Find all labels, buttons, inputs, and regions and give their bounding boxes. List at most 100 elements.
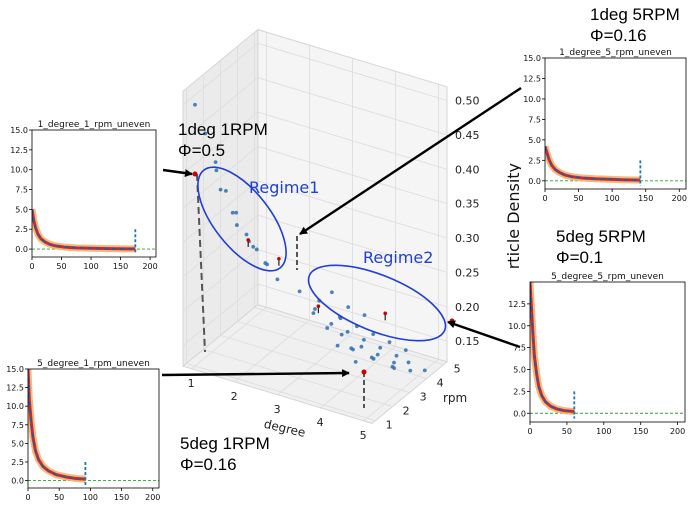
regime1-ellipse	[197, 166, 287, 272]
annotation-1deg-5rpm: 1deg 5RPM Φ=0.16	[590, 4, 680, 46]
scatter-point	[213, 160, 218, 165]
x-tick-label: 100	[83, 262, 98, 271]
grid-line	[320, 345, 396, 409]
x-tick-label: 0	[29, 262, 34, 271]
scatter-point	[218, 187, 223, 192]
y-tick-label: 0.0	[513, 409, 526, 418]
inset-title: 5_degree_1_rpm_uneven	[37, 359, 150, 369]
annotation-label: 5deg 5RPM	[556, 227, 646, 246]
annotation-phi: Φ=0.16	[180, 455, 237, 474]
inset-axes-frame	[27, 368, 160, 489]
scatter-point	[346, 305, 351, 310]
x-tick-label: 150	[113, 262, 128, 271]
grid-line	[182, 77, 448, 140]
highlight-point	[316, 304, 321, 309]
scatter-point	[235, 223, 239, 227]
x-tick-label: 150	[638, 194, 653, 203]
y-tick-label: 2.5	[528, 156, 541, 165]
scatter-point	[313, 307, 317, 311]
y-tick-label: 4	[437, 377, 444, 390]
scatter-point	[394, 353, 399, 358]
z-tick-label: 0.20	[455, 301, 480, 314]
x-tick-label: 50	[573, 194, 583, 203]
scatter-point	[311, 311, 316, 316]
y-tick-label: 10.0	[523, 95, 541, 104]
annotation-label: 1deg 1RPM	[178, 120, 268, 139]
x-tick-label: 50	[54, 493, 64, 502]
z-tick-label: 0.30	[455, 232, 480, 245]
annotation-phi: Φ=0.16	[590, 26, 647, 45]
x-tick-label: 200	[672, 194, 687, 203]
scatter-point	[234, 210, 239, 215]
main-3d-plot: 12345123450.150.200.250.300.350.400.450.…	[181, 28, 523, 442]
scatter-point	[353, 359, 358, 364]
inset-title: 1_degree_5_rpm_uneven	[559, 48, 672, 58]
annotation-label: 5deg 1RPM	[180, 434, 270, 453]
inset-background	[4, 118, 159, 283]
grid-line	[182, 180, 448, 243]
scatter-point	[275, 277, 280, 282]
scatter-point	[371, 332, 376, 337]
x-tick-label: 0	[542, 194, 547, 203]
scatter-point	[297, 289, 302, 294]
y-tick-label: 2	[403, 405, 410, 418]
scatter-point	[422, 368, 427, 373]
x-tick-label: 3	[274, 403, 281, 416]
x-tick-label: 0	[527, 427, 532, 436]
scatter-point	[408, 368, 413, 373]
y-tick-label: 2.5	[11, 458, 24, 467]
x-tick-label: 5	[360, 429, 367, 442]
x-tick-label: 200	[142, 262, 157, 271]
x-tick-label: 1	[188, 377, 195, 390]
z-tick-label: 0.45	[455, 129, 480, 142]
y-tick-label: 12.5	[10, 146, 28, 155]
annotation-arrow	[299, 86, 522, 236]
z-tick-label: 0.25	[455, 266, 480, 279]
z-tick-label: 0.50	[455, 95, 480, 108]
y-tick-label: 12.5	[6, 384, 24, 393]
annotation-arrow	[161, 369, 350, 378]
z-tick-label: 0.15	[455, 335, 480, 348]
scatter-point	[406, 360, 411, 365]
y-tick-label: 7.5	[15, 186, 28, 195]
inset-background	[521, 43, 689, 215]
grid-line	[182, 146, 448, 209]
fit-curve	[545, 146, 641, 181]
scatter-point	[375, 352, 380, 357]
scatter-point	[335, 343, 340, 348]
scatter-point	[330, 290, 334, 295]
y-tick-label: 0.0	[11, 477, 24, 486]
x-tick-label: 0	[25, 493, 30, 502]
inset-5deg-5rpm: 5_degree_5_rpm_uneven 0.0 2.5 5.0 7.5 10.0 12.…	[506, 268, 688, 446]
inset-1deg-5rpm: 1_degree_5_rpm_uneven 0.0 2.5 5.0 7.5 10.0 12.…	[521, 43, 689, 215]
fit-curve	[32, 209, 136, 250]
z-tick-label: 0.40	[455, 163, 480, 176]
y-tick-label: 12.5	[508, 300, 526, 309]
highlight-point	[246, 238, 250, 242]
scatter-point	[325, 326, 330, 330]
fit-curve	[28, 369, 86, 480]
x-tick-label: 150	[633, 427, 648, 436]
scatter-point	[251, 244, 256, 249]
inset-axes-frame	[529, 281, 686, 423]
grid-line	[182, 214, 448, 278]
y-tick-label: 5.0	[528, 136, 541, 145]
x-tick-label: 100	[83, 493, 98, 502]
annotation-arrow	[162, 168, 193, 178]
scatter-point	[214, 168, 219, 173]
inset-1deg-1rpm: 1_degree_1_rpm_uneven 0.0 2.5 5.0 7.5 10.0 12.…	[4, 118, 159, 283]
grid-line	[182, 42, 448, 106]
annotation-5deg-1rpm: 5deg 1RPM Φ=0.16	[180, 433, 270, 475]
annotation-5deg-5rpm: 5deg 5RPM Φ=0.1	[556, 226, 646, 268]
inset-axes-frame	[544, 57, 687, 190]
y-tick-label: 15.0	[6, 365, 24, 374]
scatter-point	[359, 344, 364, 349]
highlight-point	[383, 311, 388, 316]
grid-line	[182, 283, 448, 346]
annotation-1deg-1rpm: 1deg 1RPM Φ=0.5	[178, 119, 268, 161]
scatter-point	[263, 261, 268, 265]
inset-title: 1_degree_1_rpm_uneven	[38, 120, 151, 130]
scatter-point	[387, 340, 392, 345]
x-tick-label: 150	[114, 493, 129, 502]
